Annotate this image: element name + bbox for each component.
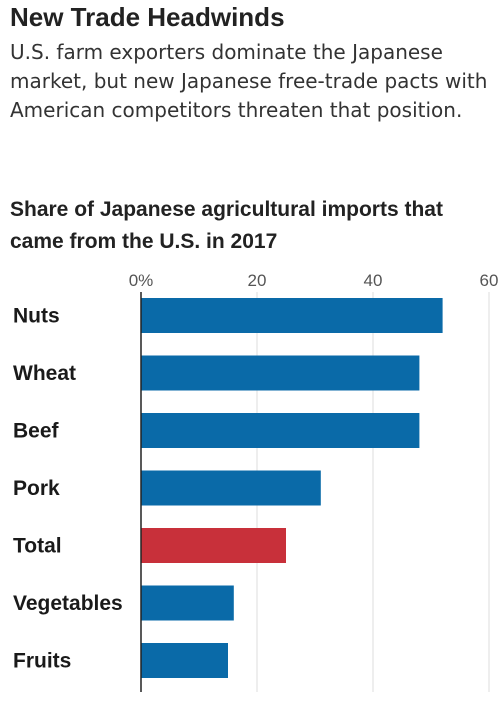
- x-tick-label: 60: [480, 271, 499, 290]
- category-label: Beef: [13, 420, 60, 443]
- category-label: Wheat: [13, 362, 76, 385]
- category-label: Fruits: [13, 650, 71, 673]
- category-label: Pork: [13, 477, 60, 500]
- category-label: Vegetables: [13, 592, 123, 615]
- bar: [141, 585, 234, 621]
- chart-title: Share of Japanese agricultural imports t…: [10, 198, 443, 253]
- headline: New Trade Headwinds: [10, 2, 285, 32]
- bar: [141, 298, 443, 333]
- x-tick-label: 20: [248, 271, 267, 290]
- bar: [141, 470, 321, 506]
- x-tick-label: 40: [364, 271, 383, 290]
- category-label: Total: [13, 535, 62, 558]
- bar: [141, 528, 286, 563]
- x-tick-label: 0%: [129, 271, 154, 290]
- subtitle: U.S. farm exporters dominate the Japanes…: [10, 40, 488, 122]
- category-label: Nuts: [13, 305, 60, 328]
- bar: [141, 355, 420, 391]
- bar: [141, 643, 228, 678]
- bar: [141, 413, 420, 448]
